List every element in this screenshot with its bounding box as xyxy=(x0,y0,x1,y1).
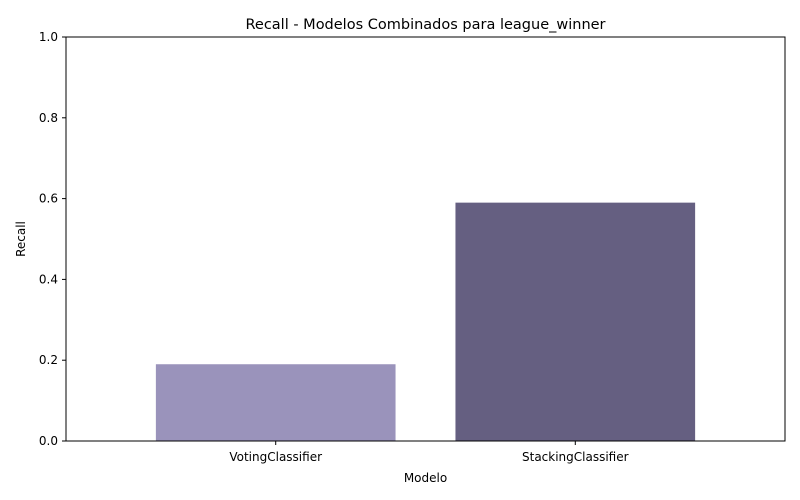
y-tick-label: 0.4 xyxy=(39,272,58,286)
y-tick-label: 0.0 xyxy=(39,434,58,448)
y-tick-label: 0.2 xyxy=(39,353,58,367)
x-tick-label: StackingClassifier xyxy=(522,450,629,464)
plot-frame xyxy=(65,36,786,442)
y-tick-label: 0.6 xyxy=(39,192,58,206)
bar-votingclassifier xyxy=(155,364,396,441)
bars-group xyxy=(155,202,696,441)
y-tick-label: 1.0 xyxy=(39,30,58,44)
bar-stackingclassifier xyxy=(455,202,696,441)
y-axis: 0.0 0.2 0.4 0.6 0.8 1.0 xyxy=(39,30,66,448)
chart-title: Recall - Modelos Combinados para league_… xyxy=(245,17,605,33)
x-tick-label: VotingClassifier xyxy=(229,450,322,464)
x-axis: VotingClassifier StackingClassifier xyxy=(229,441,629,464)
x-axis-label: Modelo xyxy=(404,471,447,485)
y-axis-label: Recall xyxy=(14,221,28,257)
y-tick-label: 0.8 xyxy=(39,111,58,125)
